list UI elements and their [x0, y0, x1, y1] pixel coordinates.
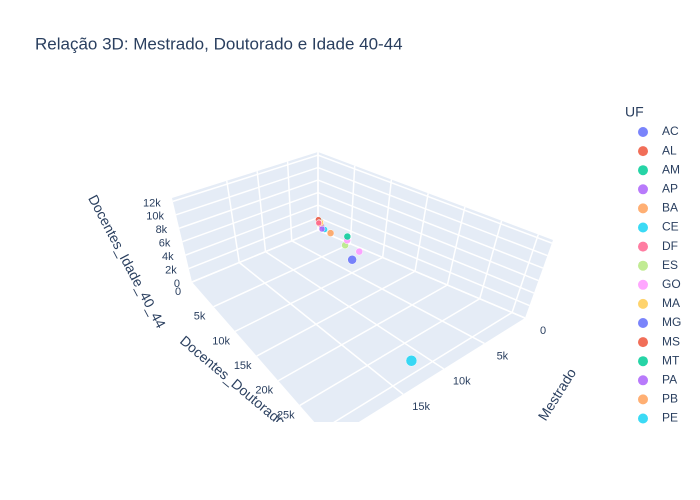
legend-marker[interactable] — [638, 222, 648, 233]
legend-marker[interactable] — [638, 356, 648, 367]
grid-line — [317, 179, 544, 269]
tick-label: 20k — [255, 385, 273, 397]
legend-marker[interactable] — [638, 203, 648, 214]
grid-line — [317, 191, 539, 282]
tick-label: 0 — [174, 278, 180, 290]
tick-label: 8k — [156, 224, 168, 236]
legend-label[interactable]: AM — [662, 162, 680, 176]
legend-marker[interactable] — [638, 375, 648, 386]
grid-line — [238, 261, 404, 395]
tick-label: 12k — [143, 197, 161, 209]
grid-line — [317, 166, 548, 257]
tick-label: 10k — [453, 376, 471, 388]
tick-label: 15k — [412, 401, 430, 413]
legend-marker[interactable] — [638, 394, 648, 405]
legend-marker[interactable] — [638, 260, 648, 271]
legend-marker[interactable] — [638, 318, 648, 328]
scene: 05k10k15k05k10k15k20k25k30k02k4k6k8k10k1… — [85, 152, 580, 446]
legend-label[interactable]: DF — [662, 239, 678, 253]
grid-line — [213, 243, 351, 308]
legend-label[interactable]: GO — [662, 277, 681, 291]
legend-marker[interactable] — [638, 490, 648, 500]
point — [326, 229, 335, 237]
legend-marker[interactable] — [638, 433, 648, 443]
tick-label: 5k — [497, 350, 509, 362]
legend-label[interactable]: MG — [662, 315, 681, 329]
grid-line — [178, 179, 319, 229]
point — [315, 219, 323, 227]
tick-label: 15k — [234, 360, 252, 372]
legend-label[interactable]: MT — [662, 353, 680, 367]
grid-line — [317, 154, 553, 244]
tick-label: 25k — [277, 409, 295, 421]
legend-label[interactable]: MS — [662, 334, 680, 348]
legend-label[interactable]: RN — [662, 487, 679, 500]
legend-marker[interactable] — [638, 471, 648, 481]
legend-marker[interactable] — [638, 337, 648, 348]
legend-label[interactable]: ES — [662, 258, 678, 272]
legend-title: UF — [625, 104, 644, 120]
tick-label: 5k — [194, 311, 206, 323]
grid-line — [182, 191, 319, 243]
legend-marker[interactable] — [638, 298, 648, 309]
legend-label[interactable]: AL — [662, 143, 677, 157]
legend-marker[interactable] — [638, 413, 648, 424]
grid-line — [188, 216, 319, 270]
tick-label: 0 — [540, 325, 546, 337]
legend-label[interactable]: MA — [662, 296, 680, 310]
legend-label[interactable]: CE — [662, 220, 679, 234]
grid-line — [333, 311, 513, 422]
point — [347, 254, 357, 265]
legend-marker[interactable] — [638, 279, 648, 290]
x-axis-title: Mestrado — [535, 365, 580, 423]
grid-line — [191, 229, 319, 283]
legend-label[interactable]: PR — [662, 449, 679, 463]
tick-label: 4k — [162, 251, 174, 263]
legend-marker[interactable] — [638, 127, 648, 137]
grid-line — [175, 166, 319, 216]
tick-label: 10k — [146, 211, 164, 223]
tick-label: 2k — [165, 264, 177, 276]
tick-label: 30k — [299, 434, 317, 446]
grid-line — [317, 229, 526, 319]
point — [343, 232, 352, 241]
tick-label: 6k — [159, 238, 171, 250]
grid-line — [256, 270, 416, 357]
legend-label[interactable]: PI — [662, 430, 673, 444]
grid-line — [185, 204, 319, 256]
point — [318, 225, 326, 233]
grid-line — [299, 298, 481, 407]
chart-title: Relação 3D: Mestrado, Doutorado e Idade … — [35, 34, 403, 53]
legend-marker[interactable] — [638, 241, 648, 252]
legend-label[interactable]: BA — [662, 201, 678, 215]
point — [405, 355, 418, 367]
wall — [172, 152, 318, 282]
legend-marker[interactable] — [638, 184, 648, 195]
legend-marker[interactable] — [638, 452, 648, 462]
tick-label: 10k — [212, 335, 230, 347]
tick-label: 0 — [175, 286, 181, 298]
grid-line — [277, 284, 448, 382]
legend-label[interactable]: PA — [662, 372, 677, 386]
grid-line — [291, 240, 485, 345]
point — [355, 247, 363, 256]
legend-label[interactable]: AP — [662, 181, 678, 195]
legend-label[interactable]: PE — [662, 411, 678, 425]
legend-label[interactable]: PB — [662, 392, 678, 406]
grid-line — [265, 251, 445, 370]
legend: AC AL AM AP BA CE DF ES GO MA MG MS MT PA PB PE PI PR RJ RN… — [638, 124, 681, 500]
legend-label[interactable]: AC — [662, 124, 679, 138]
grid-line — [234, 256, 384, 333]
legend-marker[interactable] — [638, 165, 648, 176]
grid-line — [172, 154, 319, 203]
grid-line — [317, 216, 530, 307]
legend-marker[interactable] — [638, 146, 648, 157]
legend-label[interactable]: RJ — [662, 468, 677, 482]
grid-line — [317, 204, 535, 294]
